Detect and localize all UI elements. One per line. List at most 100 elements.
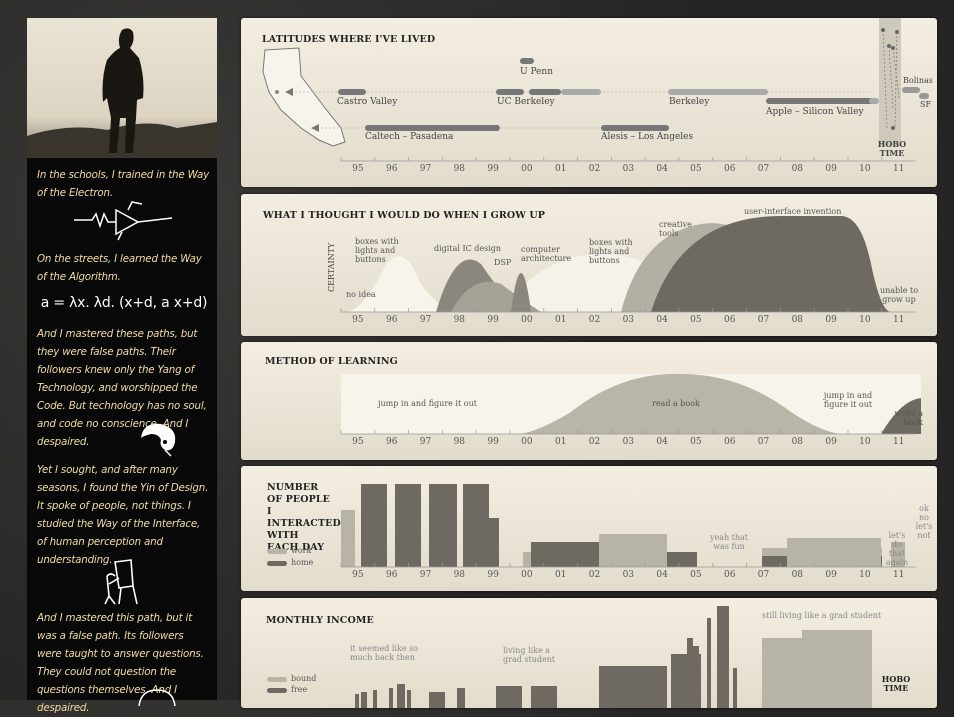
legend-swatch-free <box>267 688 287 693</box>
year-label: 97 <box>420 164 432 174</box>
people-bar <box>395 484 421 567</box>
bar-uc-berkeley-3 <box>561 89 601 95</box>
year-axis: 95 96 97 98 99 00 01 02 03 04 05 06 07 08 09 10 11 <box>340 157 916 174</box>
year-label: 04 <box>656 570 668 580</box>
grow-label: digital IC design <box>434 244 502 253</box>
hobo-trails <box>882 29 900 129</box>
latitudes-panel: LATITUDES WHERE I'VE LIVED 95 96 97 98 99 00 0… <box>241 18 937 187</box>
story-column: In the schools, I trained in the Way of … <box>27 18 217 714</box>
year-label: 95 <box>352 437 364 447</box>
bar-uc-berkeley-2 <box>529 89 561 95</box>
year-label: 97 <box>420 570 432 580</box>
circle-glyph-icon <box>138 689 176 706</box>
bar-u-penn <box>520 58 534 64</box>
year-label: 06 <box>724 164 736 174</box>
year-label: 01 <box>555 164 566 174</box>
hobo-time-label: HOBO TIME <box>881 674 911 693</box>
year-label: 08 <box>792 315 804 325</box>
year-label: 97 <box>420 437 432 447</box>
arrow-north <box>285 88 293 96</box>
income-bar <box>429 692 445 708</box>
grow-label: boxes with lights and buttons <box>355 237 399 264</box>
grow-label: boxes with lights and buttons <box>589 238 633 265</box>
people-bar <box>487 518 499 567</box>
grow-label: no idea <box>346 290 376 299</box>
area-write-book <box>881 398 921 434</box>
legend-swatch-work <box>267 549 287 554</box>
income-bar <box>361 692 367 708</box>
place-label: Alesis – Los Angeles <box>601 132 694 142</box>
bar-alesis <box>601 125 669 131</box>
income-bar <box>373 690 377 708</box>
year-label: 07 <box>758 570 770 580</box>
year-label: 99 <box>487 570 499 580</box>
people-bar <box>531 542 601 567</box>
california-map <box>262 47 346 147</box>
year-label: 11 <box>893 164 904 174</box>
year-label: 96 <box>386 164 398 174</box>
area-ui-invention <box>651 216 891 312</box>
year-label: 10 <box>859 437 871 447</box>
method-chart: 95 96 97 98 99 00 01 02 03 04 05 06 07 08 09 10 11 <box>340 373 921 447</box>
place-label: Berkeley <box>669 97 710 107</box>
year-label: 96 <box>386 315 398 325</box>
method-panel: METHOD OF LEARNING 95 96 97 98 99 00 01 02 03 04 0… <box>241 342 937 460</box>
certainty-axis-label: CERTAINTY <box>327 242 336 292</box>
income-note: still living like a grad student <box>762 611 882 620</box>
year-label: 02 <box>589 570 600 580</box>
story-paragraph-2: On the streets, I learned the Way of the… <box>37 253 202 283</box>
people-bar <box>463 484 489 567</box>
income-panel: MONTHLY INCOME bound free it seemed like… <box>241 598 937 708</box>
year-label: 01 <box>555 315 566 325</box>
circuit-icon <box>74 201 173 241</box>
bar-castro-valley <box>338 89 366 95</box>
yin-yang-icon <box>141 423 176 457</box>
portrait-photo <box>27 18 217 158</box>
legend-swatch-bound <box>267 677 287 682</box>
year-label: 07 <box>758 437 770 447</box>
method-label: jump in and figure it out <box>823 391 873 409</box>
year-label: 98 <box>454 570 466 580</box>
grow-up-title: WHAT I THOUGHT I WOULD DO WHEN I GROW UP <box>263 210 546 221</box>
legend-label-free: free <box>291 685 308 694</box>
year-label: 08 <box>792 164 804 174</box>
year-label: 05 <box>690 164 702 174</box>
year-label: 98 <box>454 437 466 447</box>
stick-figure-easel-icon <box>104 559 138 605</box>
place-label: UC Berkeley <box>497 97 555 107</box>
year-label: 09 <box>825 164 837 174</box>
income-bar <box>457 688 465 708</box>
year-label: 00 <box>521 315 533 325</box>
year-label: 06 <box>724 315 736 325</box>
income-bar <box>733 668 737 708</box>
income-note: living like a grad student <box>503 646 556 664</box>
year-label: 06 <box>724 570 736 580</box>
year-label: 09 <box>825 315 837 325</box>
year-label: 95 <box>352 570 364 580</box>
place-label: Caltech – Pasadena <box>365 132 454 142</box>
year-label: 05 <box>690 570 702 580</box>
people-panel: NUMBER OF PEOPLE I INTERACTED WITH EACH … <box>241 466 937 591</box>
bar-berkeley <box>668 89 768 95</box>
income-bar <box>693 646 699 708</box>
income-bar <box>599 666 667 708</box>
people-note: yeah that was fun <box>709 533 749 551</box>
year-axis: 95 96 97 98 99 00 01 02 03 04 05 06 07 08 09 10 11 <box>340 563 916 580</box>
year-label: 98 <box>454 164 466 174</box>
income-bar <box>802 630 872 708</box>
year-label: 10 <box>859 315 871 325</box>
grow-label: user-interface invention <box>744 207 842 216</box>
income-bar <box>717 606 729 708</box>
people-bar <box>361 484 387 567</box>
bar-caltech <box>365 125 500 131</box>
grow-up-chart: 95 96 97 98 99 00 01 02 03 04 05 06 07 08 09 10 11 <box>340 216 916 325</box>
grow-label: unable to grow up <box>879 286 919 304</box>
hobo-dots <box>881 28 899 130</box>
people-bar <box>787 538 881 567</box>
year-label: 97 <box>420 315 432 325</box>
bar-uc-berkeley-1 <box>496 89 524 95</box>
year-label: 02 <box>589 164 600 174</box>
year-label: 04 <box>656 164 668 174</box>
year-label: 99 <box>487 437 499 447</box>
year-axis: 95 96 97 98 99 00 01 02 03 04 05 06 07 08 09 10 11 <box>340 308 916 325</box>
